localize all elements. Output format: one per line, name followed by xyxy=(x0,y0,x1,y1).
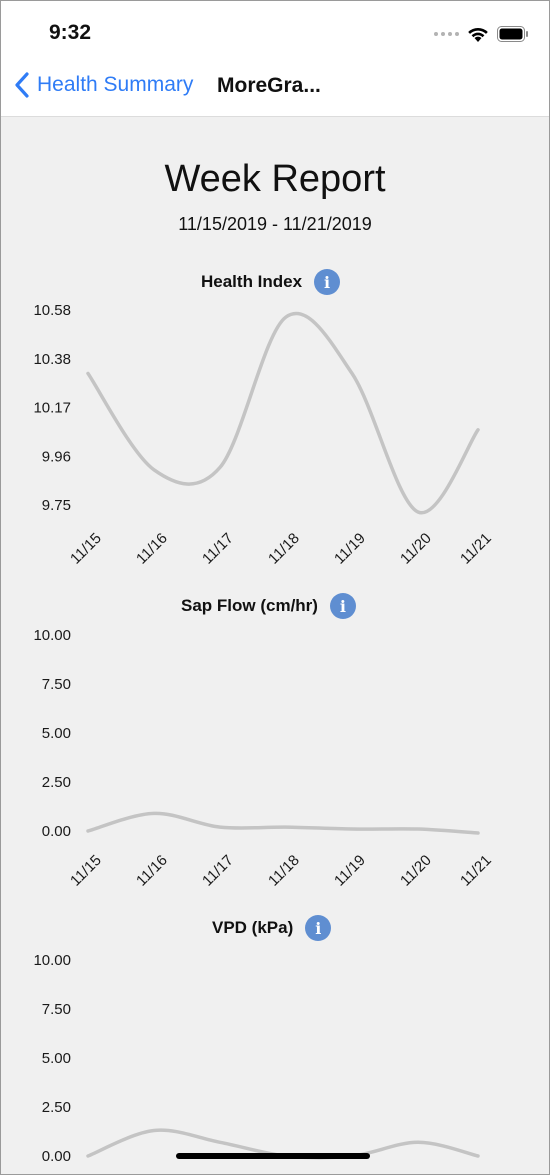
sap-flow-header: Sap Flow (cm/hr) i xyxy=(181,591,356,621)
y-tick-label: 5.00 xyxy=(42,725,71,742)
vpd-header: VPD (kPa) i xyxy=(212,913,332,943)
chart-title: Sap Flow (cm/hr) xyxy=(181,596,318,615)
x-tick-label: 11/15 xyxy=(67,530,105,564)
vpd-chart: 10.00 7.50 5.00 2.50 0.00 xyxy=(33,952,480,1165)
signal-icon xyxy=(434,32,459,36)
y-tick-label: 9.96 xyxy=(42,448,71,465)
report-date-range: 11/15/2019 - 11/21/2019 xyxy=(178,214,372,234)
status-icons xyxy=(434,21,529,47)
y-tick-label: 10.38 xyxy=(33,351,71,368)
info-icon[interactable]: i xyxy=(314,269,341,295)
y-tick-label: 10.00 xyxy=(33,627,71,644)
nav-title: MoreGra... xyxy=(217,74,321,97)
home-indicator[interactable] xyxy=(176,1153,370,1159)
wifi-icon xyxy=(468,27,488,42)
y-tick-label: 0.00 xyxy=(42,1148,71,1165)
info-icon[interactable]: i xyxy=(329,593,356,619)
y-tick-label: 10.17 xyxy=(33,400,71,417)
x-tick-label: 11/15 xyxy=(67,852,105,890)
x-tick-label: 11/20 xyxy=(397,852,435,890)
sap-flow-chart: 10.00 7.50 5.00 2.50 0.00 11/15 11/16 11/17 11/1… xyxy=(33,627,495,890)
chevron-left-icon xyxy=(15,72,29,98)
back-button-label: Health Summary xyxy=(37,73,194,96)
top-bar: 9:32 Health Summary MoreGra... xyxy=(1,1,549,117)
x-tick-label: 11/16 xyxy=(133,852,171,890)
x-tick-label: 11/16 xyxy=(133,530,171,564)
x-tick-label: 11/18 xyxy=(265,852,303,890)
y-tick-label: 7.50 xyxy=(42,1001,71,1018)
y-tick-label: 7.50 xyxy=(42,676,71,693)
back-button[interactable]: Health Summary xyxy=(13,65,193,105)
x-tick-label: 11/17 xyxy=(199,852,237,890)
y-tick-label: 5.00 xyxy=(42,1050,71,1067)
x-tick-label: 11/19 xyxy=(331,530,369,564)
x-tick-label: 11/17 xyxy=(199,530,237,564)
chart-title: Health Index xyxy=(201,272,303,291)
x-tick-label: 11/21 xyxy=(457,852,495,890)
x-tick-label: 11/18 xyxy=(265,530,303,564)
health-index-chart: 10.58 10.38 10.17 9.96 9.75 11/15 11/16 11/17 11… xyxy=(33,302,495,564)
series-line xyxy=(86,811,480,835)
chart-title: VPD (kPa) xyxy=(212,918,294,937)
x-tick-label: 11/19 xyxy=(331,852,369,890)
y-tick-label: 0.00 xyxy=(42,823,71,840)
y-tick-label: 10.58 xyxy=(33,302,71,319)
x-tick-label: 11/21 xyxy=(457,530,495,564)
battery-icon xyxy=(497,26,528,42)
health-index-header: Health Index i xyxy=(201,267,341,297)
info-icon[interactable]: i xyxy=(305,915,332,941)
y-tick-label: 2.50 xyxy=(42,1099,71,1116)
x-tick-label: 11/20 xyxy=(397,530,435,564)
y-tick-label: 9.75 xyxy=(42,497,71,514)
y-tick-label: 2.50 xyxy=(42,774,71,791)
report-title: Week Report xyxy=(164,158,386,200)
status-time: 9:32 xyxy=(49,21,92,44)
series-line xyxy=(86,311,480,515)
y-tick-label: 10.00 xyxy=(33,952,71,969)
